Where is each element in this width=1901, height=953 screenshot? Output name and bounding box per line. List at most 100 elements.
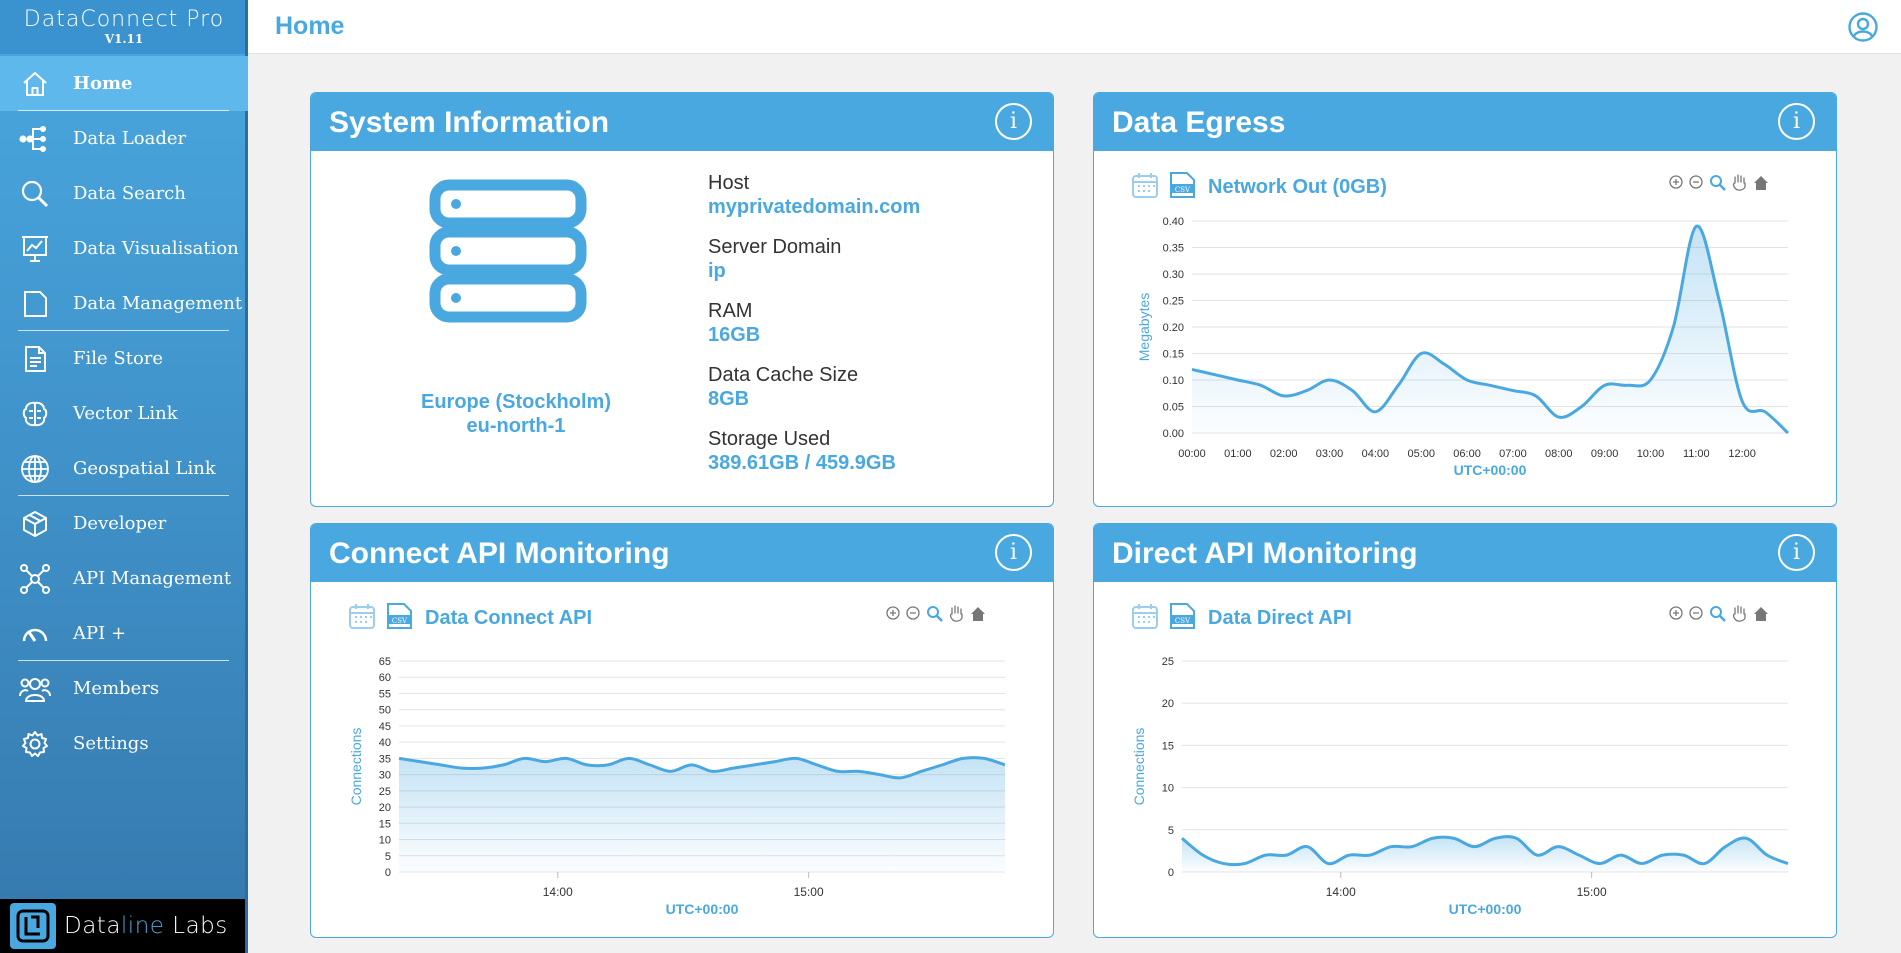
data-point[interactable] <box>565 757 568 760</box>
data-point[interactable] <box>1348 854 1351 857</box>
data-point[interactable] <box>586 763 589 766</box>
data-point[interactable] <box>1222 862 1225 865</box>
data-point[interactable] <box>836 770 839 773</box>
data-point[interactable] <box>502 763 505 766</box>
data-point[interactable] <box>1328 379 1331 382</box>
data-point[interactable] <box>1236 379 1239 382</box>
data-point[interactable] <box>1473 845 1476 848</box>
data-point[interactable] <box>1489 384 1492 387</box>
zoom-out-icon[interactable] <box>906 606 920 620</box>
data-point[interactable] <box>962 757 965 760</box>
data-point[interactable] <box>1603 384 1606 387</box>
csv-download-icon[interactable]: CSV <box>1170 172 1195 198</box>
data-point[interactable] <box>627 757 630 760</box>
info-button[interactable]: i <box>995 534 1032 571</box>
zoom-out-icon[interactable] <box>1689 175 1703 189</box>
info-button[interactable]: i <box>995 103 1032 140</box>
zoom-in-icon[interactable] <box>1669 175 1683 189</box>
data-point[interactable] <box>1004 763 1007 766</box>
data-point[interactable] <box>1536 854 1539 857</box>
data-point[interactable] <box>1201 854 1204 857</box>
info-button[interactable]: i <box>1778 534 1815 571</box>
data-point[interactable] <box>418 760 421 763</box>
data-point[interactable] <box>669 770 672 773</box>
sidebar-item-api-management[interactable]: API Management <box>0 551 248 606</box>
sidebar-item-settings[interactable]: Settings <box>0 716 248 771</box>
pan-hand-icon[interactable] <box>1732 605 1746 622</box>
data-point[interactable] <box>1745 837 1748 840</box>
data-point[interactable] <box>398 757 401 760</box>
data-point[interactable] <box>523 757 526 760</box>
data-point[interactable] <box>983 757 986 760</box>
data-point[interactable] <box>941 763 944 766</box>
data-point[interactable] <box>1452 837 1455 840</box>
data-point[interactable] <box>1494 837 1497 840</box>
reset-zoom-home-icon[interactable] <box>1754 176 1768 190</box>
data-point[interactable] <box>1515 837 1518 840</box>
selection-zoom-icon[interactable] <box>927 606 943 622</box>
sidebar-item-data-management[interactable]: Data Management <box>0 276 248 331</box>
data-point[interactable] <box>1511 389 1514 392</box>
selection-zoom-icon[interactable] <box>1710 175 1726 191</box>
data-point[interactable] <box>1351 389 1354 392</box>
sidebar-item-geospatial-link[interactable]: Geospatial Link <box>0 441 248 496</box>
data-point[interactable] <box>1389 845 1392 848</box>
sidebar-item-data-visualisation[interactable]: Data Visualisation <box>0 221 248 276</box>
data-point[interactable] <box>1264 854 1267 857</box>
zoom-out-icon[interactable] <box>1689 606 1703 620</box>
data-point[interactable] <box>1243 862 1246 865</box>
sidebar-item-home[interactable]: Home <box>0 56 248 111</box>
data-point[interactable] <box>795 757 798 760</box>
data-point[interactable] <box>1466 379 1469 382</box>
data-point[interactable] <box>1695 225 1698 228</box>
data-point[interactable] <box>774 760 777 763</box>
data-point[interactable] <box>920 770 923 773</box>
data-point[interactable] <box>732 767 735 770</box>
data-point[interactable] <box>1672 326 1675 329</box>
data-point[interactable] <box>1397 384 1400 387</box>
data-point[interactable] <box>1285 854 1288 857</box>
data-point[interactable] <box>1431 837 1434 840</box>
data-point[interactable] <box>1327 862 1330 865</box>
calendar-icon[interactable] <box>1132 604 1158 629</box>
data-point[interactable] <box>1374 410 1377 413</box>
data-point[interactable] <box>1420 352 1423 355</box>
data-point[interactable] <box>753 763 756 766</box>
calendar-icon[interactable] <box>349 604 375 629</box>
data-point[interactable] <box>1580 405 1583 408</box>
data-point[interactable] <box>1306 845 1309 848</box>
data-point[interactable] <box>481 767 484 770</box>
user-account-button[interactable] <box>1847 11 1879 43</box>
data-point[interactable] <box>1787 862 1790 865</box>
sidebar-item-developer[interactable]: Developer <box>0 496 248 551</box>
data-point[interactable] <box>1259 384 1262 387</box>
reset-zoom-home-icon[interactable] <box>1754 607 1768 621</box>
data-point[interactable] <box>1619 854 1622 857</box>
csv-download-icon[interactable]: CSV <box>387 603 412 629</box>
data-point[interactable] <box>878 773 881 776</box>
info-button[interactable]: i <box>1778 103 1815 140</box>
data-point[interactable] <box>1305 389 1308 392</box>
data-point[interactable] <box>1724 845 1727 848</box>
data-point[interactable] <box>1661 854 1664 857</box>
data-point[interactable] <box>815 763 818 766</box>
data-point[interactable] <box>1578 854 1581 857</box>
calendar-icon[interactable] <box>1132 173 1158 198</box>
zoom-in-icon[interactable] <box>1669 606 1683 620</box>
data-point[interactable] <box>1598 862 1601 865</box>
data-point[interactable] <box>1410 845 1413 848</box>
pan-hand-icon[interactable] <box>949 605 963 622</box>
data-point[interactable] <box>1181 837 1184 840</box>
data-point[interactable] <box>1557 416 1560 419</box>
data-point[interactable] <box>857 770 860 773</box>
sidebar-item-data-loader[interactable]: Data Loader <box>0 111 248 166</box>
zoom-in-icon[interactable] <box>886 606 900 620</box>
data-point[interactable] <box>690 763 693 766</box>
data-point[interactable] <box>1213 373 1216 376</box>
data-point[interactable] <box>606 763 609 766</box>
data-point[interactable] <box>1703 862 1706 865</box>
data-point[interactable] <box>1534 394 1537 397</box>
data-point[interactable] <box>1191 368 1194 371</box>
data-point[interactable] <box>711 770 714 773</box>
data-point[interactable] <box>1649 379 1652 382</box>
